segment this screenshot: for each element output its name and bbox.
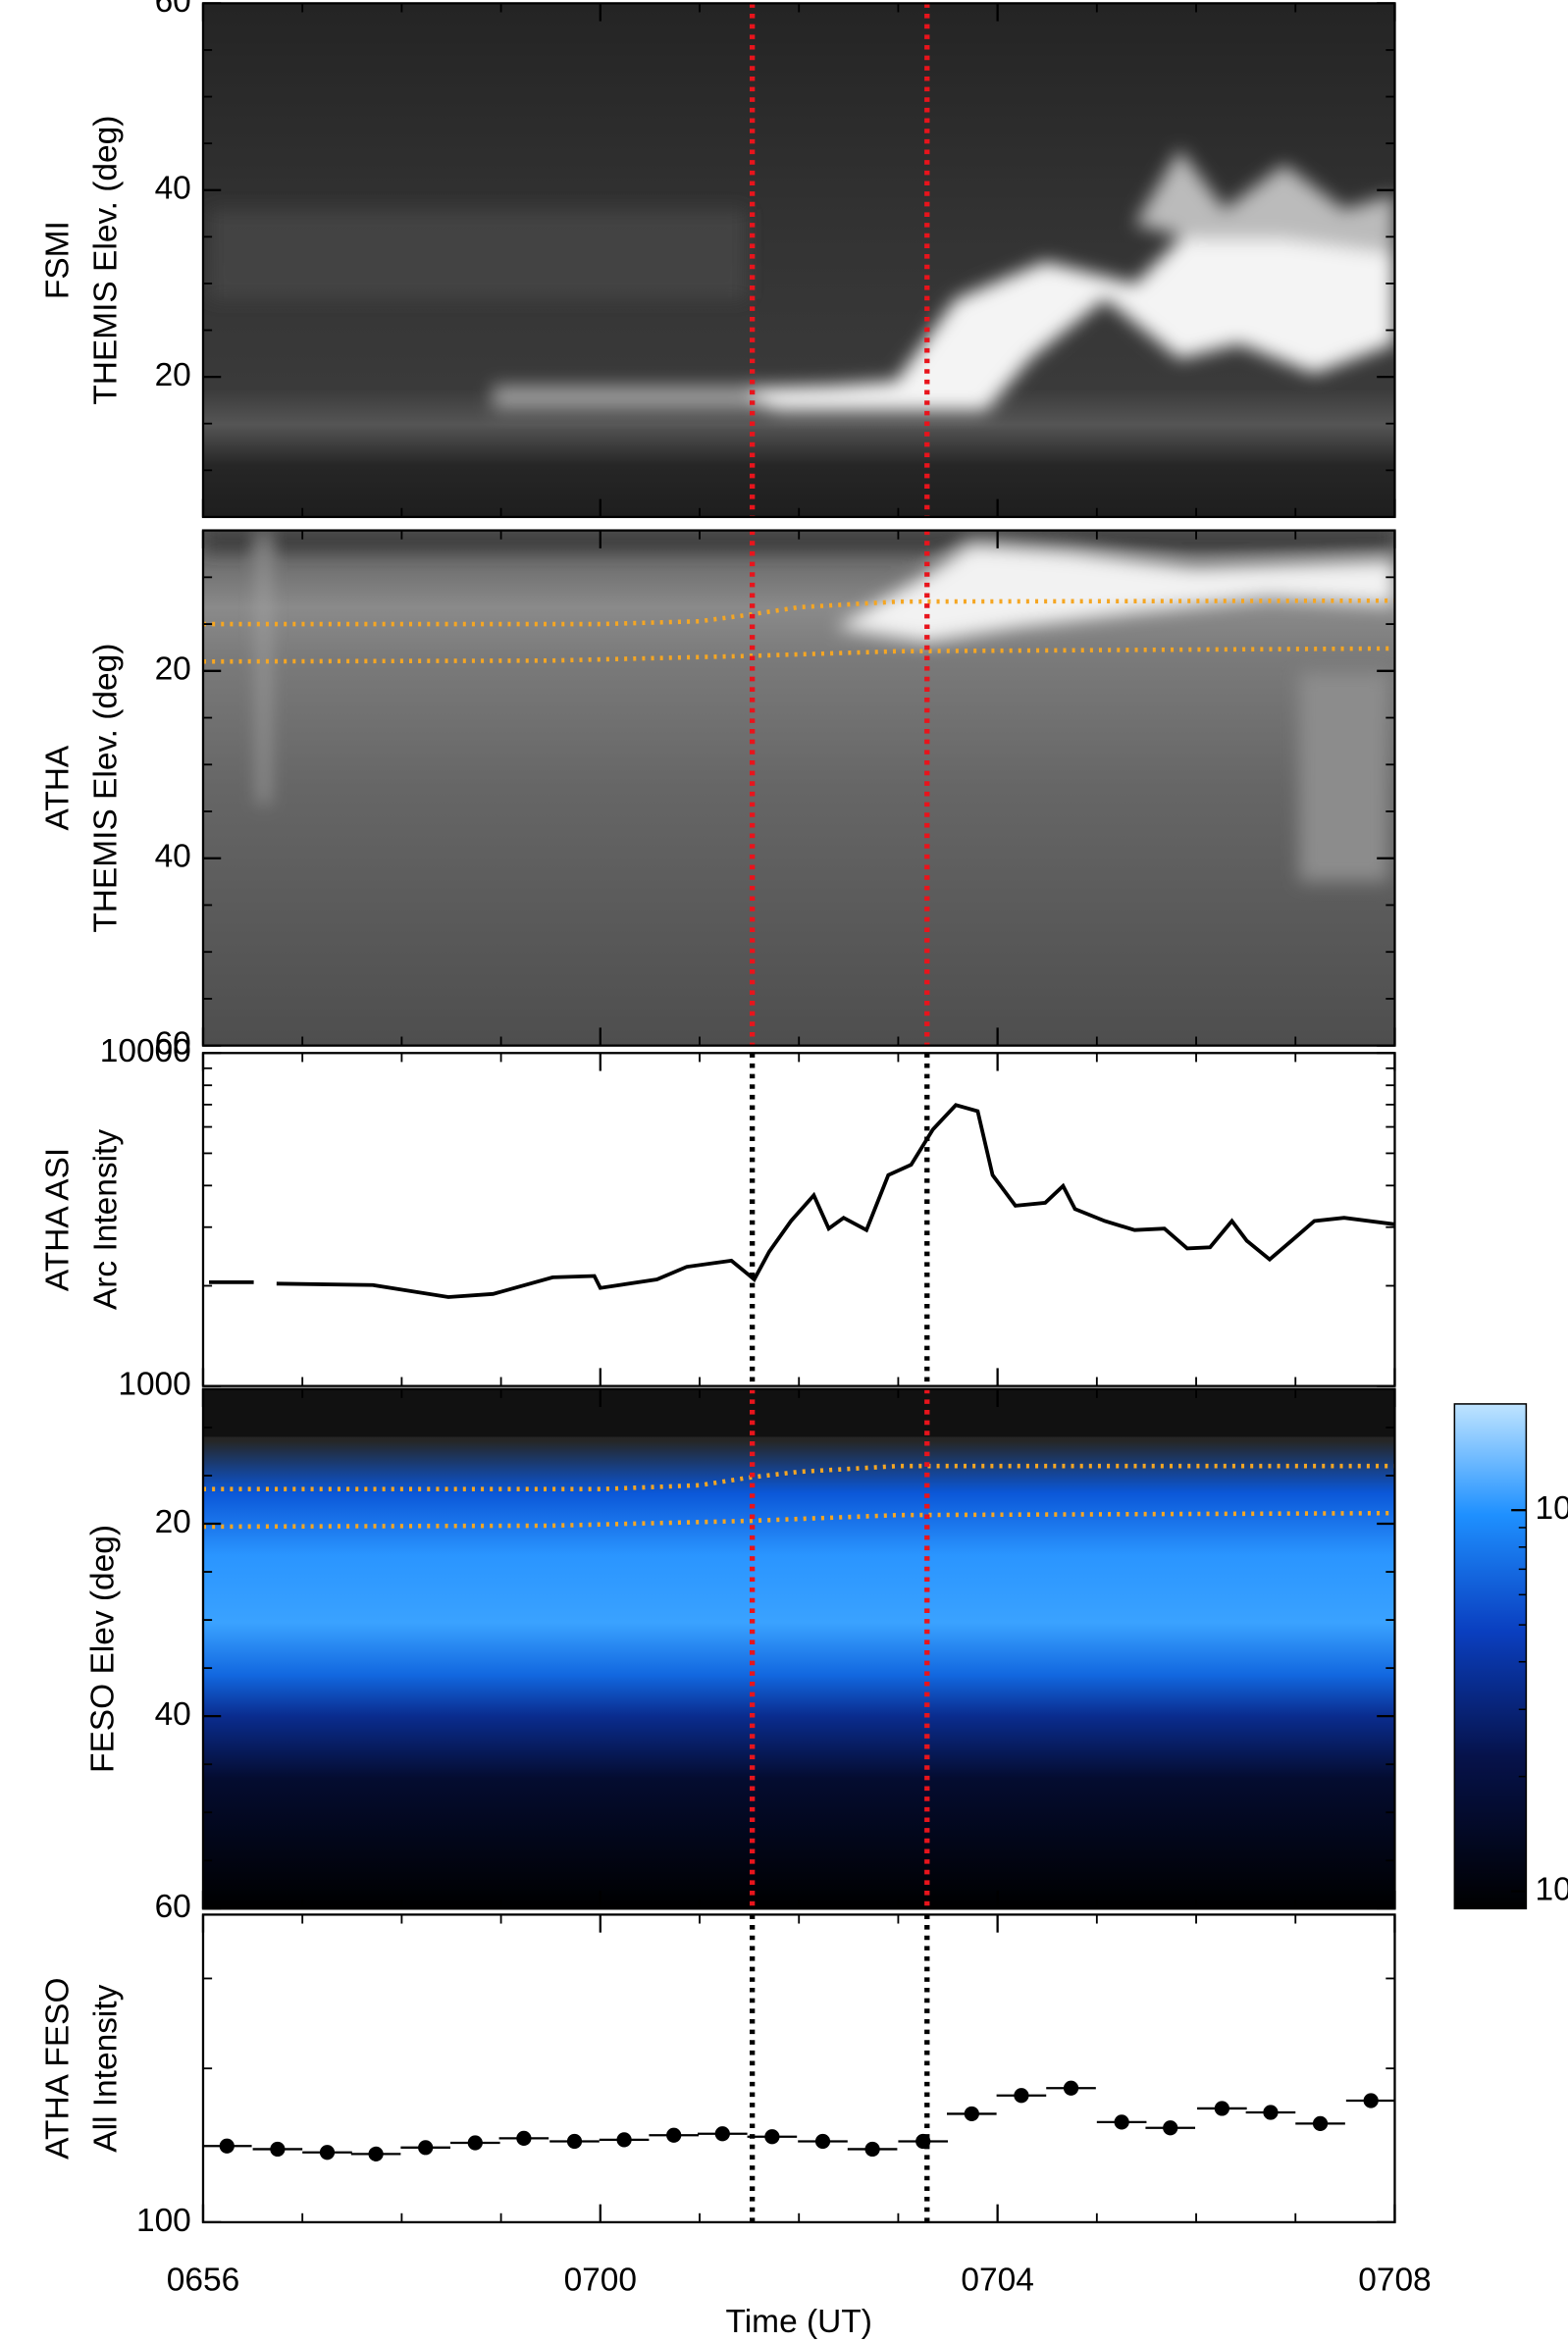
data-point: [418, 2140, 434, 2156]
data-point: [764, 2129, 780, 2145]
data-point: [1312, 2115, 1329, 2131]
colorbar-tick-label: 100: [1536, 1490, 1568, 1527]
boundary-line: [202, 1463, 1395, 1491]
data-point: [666, 2127, 682, 2143]
data-point: [964, 2106, 979, 2122]
data-point: [1363, 2093, 1379, 2108]
x-tick-label: 0700: [564, 2263, 637, 2299]
y-tick-label: 100: [136, 2203, 191, 2239]
panel-frame: [201, 1052, 1396, 1387]
heatmap-feso: [202, 1388, 1395, 1909]
y-tick-label: 60: [155, 1889, 191, 1925]
y-tick-label: 10000: [100, 1033, 191, 1069]
x-tick-label: 0656: [167, 2263, 239, 2299]
data-point: [1214, 2101, 1229, 2116]
data-point: [270, 2141, 286, 2158]
y-axis-label: ATHA ASI: [40, 1148, 77, 1291]
data-point: [1114, 2114, 1129, 2130]
boundary-line: [202, 1510, 1395, 1530]
plot-area: [209, 1103, 1395, 1299]
data-point: [467, 2135, 483, 2151]
y-tick-label: 40: [155, 1696, 191, 1733]
data-point: [714, 2126, 730, 2142]
y-tick-label: 60: [155, 0, 191, 20]
x-axis-label: Time (UT): [726, 2304, 872, 2340]
data-point: [1263, 2105, 1279, 2120]
y-axis-label: All Intensity: [87, 1984, 124, 2152]
data-point: [814, 2133, 831, 2150]
colorbar: [1454, 1403, 1527, 1909]
data-point: [1063, 2080, 1079, 2096]
y-tick-label: 20: [155, 357, 191, 393]
colorbar-tick-label: 10: [1536, 1871, 1568, 1907]
plot-area: [202, 1463, 1395, 1530]
boundary-line: [202, 646, 1395, 664]
data-point: [319, 2145, 336, 2160]
y-axis-label: FSMI: [40, 221, 77, 299]
y-axis-label: ATHA: [40, 745, 77, 830]
data-point: [368, 2146, 384, 2161]
data-point: [864, 2141, 880, 2158]
y-tick-label: 60: [155, 1026, 191, 1063]
plot-area: [202, 2080, 1395, 2161]
plot-area: [202, 598, 1395, 664]
data-point: [616, 2132, 632, 2148]
data-point: [516, 2130, 532, 2146]
data-point: [566, 2133, 583, 2150]
heatmap-atha: [202, 530, 1395, 1046]
y-tick-label: 40: [155, 839, 191, 875]
x-tick-label: 0708: [1358, 2263, 1431, 2299]
y-axis-label: THEMIS Elev. (deg): [87, 116, 124, 405]
y-axis-label: FESO Elev (deg): [84, 1525, 121, 1773]
boundary-line: [202, 598, 1395, 627]
data-point: [1163, 2120, 1178, 2136]
y-axis-label: THEMIS Elev. (deg): [87, 644, 124, 933]
y-tick-label: 40: [155, 171, 191, 207]
y-tick-label: 20: [155, 651, 191, 688]
colorbar-frame: [1453, 1403, 1528, 1910]
heatmap-fsmi: [202, 3, 1395, 531]
panel-frame: [201, 1913, 1396, 2224]
intensity-line: [209, 1103, 1395, 1299]
y-tick-label: 1000: [118, 1366, 190, 1402]
y-axis-label: ATHA FESO: [40, 1977, 77, 2159]
x-tick-label: 0704: [961, 2263, 1033, 2299]
y-tick-label: 20: [155, 1504, 191, 1540]
y-axis-label: Arc Intensity: [87, 1129, 124, 1310]
data-point: [1014, 2088, 1029, 2104]
data-point: [219, 2138, 235, 2154]
